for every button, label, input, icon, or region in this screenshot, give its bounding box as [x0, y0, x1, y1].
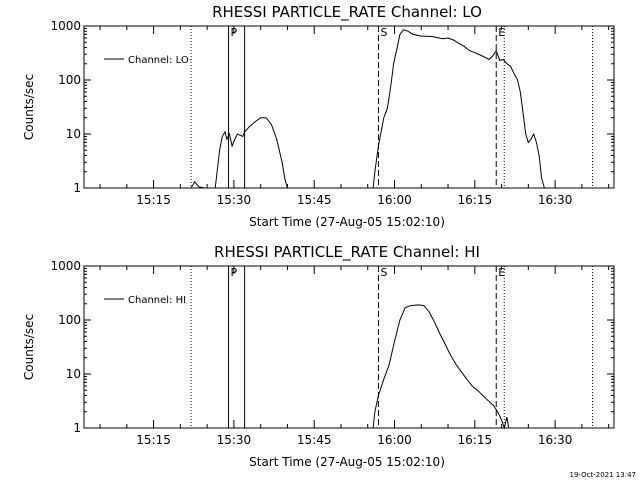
- series-line: [372, 304, 510, 430]
- marker-label: E: [498, 266, 505, 279]
- event-markers: PSE: [190, 266, 594, 428]
- legend-label: Channel: HI: [128, 295, 186, 306]
- x-tick-label: 16:00: [377, 193, 412, 207]
- y-tick-label: 1000: [50, 259, 81, 273]
- x-tick-label: 15:15: [136, 433, 171, 447]
- y-tick-label: 100: [58, 313, 81, 327]
- series-line: [190, 117, 288, 189]
- y-tick-label: 10: [66, 367, 81, 381]
- x-tick-label: 16:15: [458, 193, 493, 207]
- x-tick-label: 16:00: [377, 433, 412, 447]
- y-tick-label: 10: [66, 127, 81, 141]
- marker-label: E: [498, 26, 505, 39]
- chart-panel-lo: RHESSI PARTICLE_RATE Channel: LO PSE 110…: [22, 3, 615, 229]
- marker-label: S: [380, 26, 387, 39]
- legend: Channel: LO: [104, 55, 189, 66]
- x-tick-label: 15:30: [217, 433, 252, 447]
- x-tick-label: 16:30: [538, 433, 573, 447]
- x-tick-label: 15:45: [297, 433, 332, 447]
- chart-title: RHESSI PARTICLE_RATE Channel: LO: [212, 3, 482, 22]
- legend: Channel: HI: [104, 295, 186, 306]
- axis-ticks: 1 10 100 1000 15:15 15:30 15:45 16:00 16:15 16:30: [50, 19, 614, 207]
- series-line: [372, 29, 545, 189]
- chart-panel-hi: RHESSI PARTICLE_RATE Channel: HI PSE 110…: [22, 243, 615, 469]
- y-axis-label: Counts/sec: [22, 314, 36, 380]
- x-tick-label: 15:15: [136, 193, 171, 207]
- x-axis-label: Start Time (27-Aug-05 15:02:10): [249, 455, 445, 469]
- x-tick-label: 15:45: [297, 193, 332, 207]
- y-tick-label: 100: [58, 73, 81, 87]
- x-tick-label: 16:15: [458, 433, 493, 447]
- x-axis-label: Start Time (27-Aug-05 15:02:10): [249, 215, 445, 229]
- y-axis-label: Counts/sec: [22, 74, 36, 140]
- axis-ticks: 1 10 100 1000 15:15 15:30 15:45 16:00 16:15 16:30: [50, 259, 614, 447]
- plot-frame: [83, 25, 615, 189]
- y-tick-label: 1000: [50, 19, 81, 33]
- marker-label: S: [380, 266, 387, 279]
- y-tick-label: 1: [73, 421, 81, 435]
- event-markers: PSE: [190, 26, 594, 188]
- y-tick-label: 1: [73, 181, 81, 195]
- chart-title: RHESSI PARTICLE_RATE Channel: HI: [214, 243, 480, 262]
- x-tick-label: 16:30: [538, 193, 573, 207]
- series-lines: [372, 304, 510, 430]
- footer-timestamp: 19-Oct-2021 13:47: [570, 471, 636, 479]
- plot-frame: [83, 265, 615, 429]
- x-tick-label: 15:30: [217, 193, 252, 207]
- legend-label: Channel: LO: [128, 55, 189, 66]
- series-lines: [190, 29, 545, 189]
